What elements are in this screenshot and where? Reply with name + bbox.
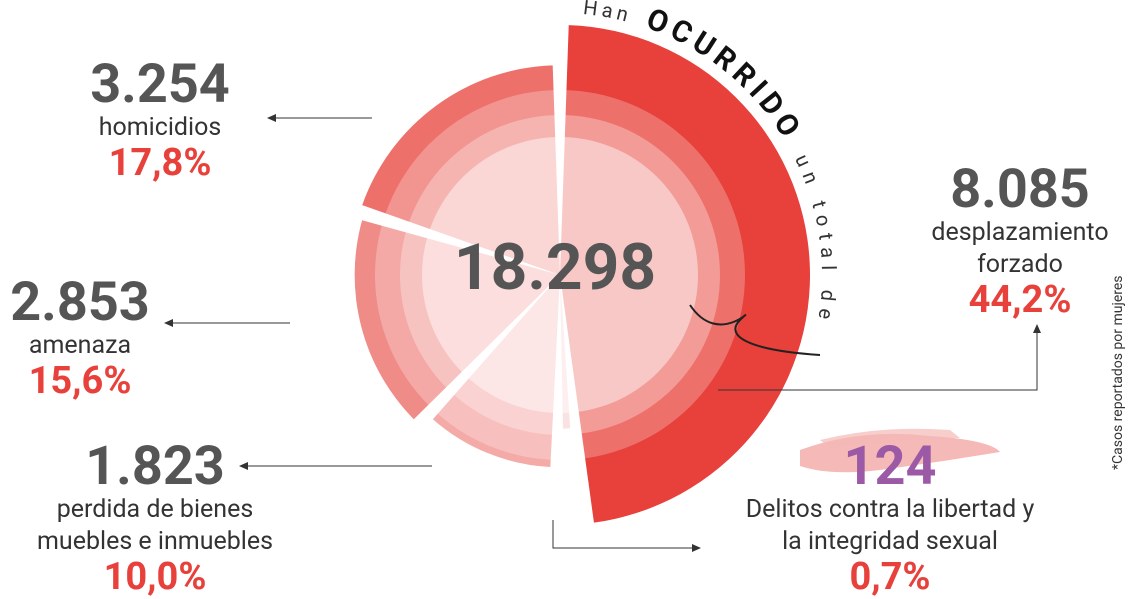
total: 18.298 [454,230,656,305]
share-label: 15,6% [0,362,160,400]
label-block: 124 Delitos contra la libertad y la inte… [735,440,1045,596]
value-label: 3.254 [60,58,260,112]
label-block: 1.823 perdida de bienes muebles e inmueb… [30,440,280,596]
category-label: Delitos contra la libertad y la integrid… [735,494,1045,558]
arrow [553,520,700,548]
page: {"chart_data": {"type": "rose", "intro":… [0,0,1141,596]
share-label: 10,0% [30,558,280,596]
share-label: 17,8% [60,144,260,182]
category-label: desplazamiento forzado [915,217,1125,281]
value-label: 124 [735,440,1045,494]
note: *Casos reportados por mujeres [1110,275,1126,470]
share-label: 0,7% [735,558,1045,596]
share-label: 44,2% [915,281,1125,319]
category-label: homicidios [60,112,260,144]
intro: Han [582,0,635,27]
value-label: 8.085 [915,163,1125,217]
value-label: 1.823 [30,440,280,494]
label-block: 3.254 homicidios 17,8% [60,58,260,182]
label-block: 2.853 amenaza 15,6% [0,276,160,400]
category-label: perdida de bienes muebles e inmuebles [30,494,280,558]
value-label: 2.853 [0,276,160,330]
label-block: 8.085 desplazamiento forzado 44,2% [915,163,1125,319]
category-label: amenaza [0,330,160,362]
